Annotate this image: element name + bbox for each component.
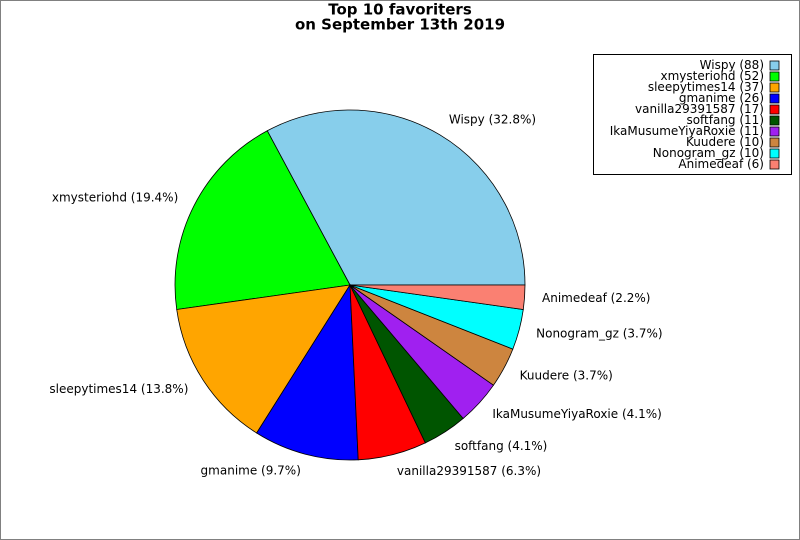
legend-swatch: [769, 148, 780, 159]
legend-label: IkaMusumeYiyaRoxie (11): [610, 124, 764, 138]
chart-title: Top 10 favoriters: [328, 1, 472, 19]
legend-swatch: [769, 93, 780, 104]
legend-label: Animedeaf (6): [678, 157, 764, 171]
slice-label: Kuudere (3.7%): [520, 368, 613, 382]
legend-label: Nonogram_gz (10): [653, 146, 764, 160]
legend-label: Wispy (88): [700, 58, 764, 72]
slice-label: vanilla29391587 (6.3%): [397, 464, 541, 478]
legend-label: sleepytimes14 (37): [648, 80, 764, 94]
slice-label: Wispy (32.8%): [449, 112, 536, 126]
pie-slice: [176, 284, 351, 434]
legend-label: Kuudere (10): [686, 135, 764, 149]
legend-swatch: [769, 115, 780, 126]
legend-swatch: [769, 126, 780, 137]
legend-swatch: [769, 137, 780, 148]
slice-label: gmanime (9.7%): [201, 464, 301, 478]
slice-label: softfang (4.1%): [455, 439, 548, 453]
legend-label: vanilla29391587 (17): [635, 102, 764, 116]
pie-slice: [349, 284, 526, 310]
pie-slice: [266, 109, 526, 286]
legend-label: gmanime (26): [679, 91, 764, 105]
legend-box: [593, 54, 792, 175]
pie-slice: [174, 130, 351, 310]
chart-subtitle: on September 13th 2019: [295, 16, 505, 34]
slice-label: xmysteriohd (19.4%): [52, 191, 178, 205]
legend-swatch: [769, 82, 780, 93]
slice-label: Animedeaf (2.2%): [542, 291, 650, 305]
legend-swatch: [769, 159, 780, 170]
legend-label: softfang (11): [686, 113, 764, 127]
legend-label: xmysteriohd (52): [660, 69, 764, 83]
slice-label: Nonogram_gz (3.7%): [536, 327, 662, 341]
slice-label: IkaMusumeYiyaRoxie (4.1%): [492, 407, 661, 421]
legend-swatch: [769, 60, 780, 71]
legend-swatch: [769, 104, 780, 115]
slice-label: sleepytimes14 (13.8%): [49, 382, 188, 396]
legend-swatch: [769, 71, 780, 82]
pie-slice: [256, 283, 359, 461]
